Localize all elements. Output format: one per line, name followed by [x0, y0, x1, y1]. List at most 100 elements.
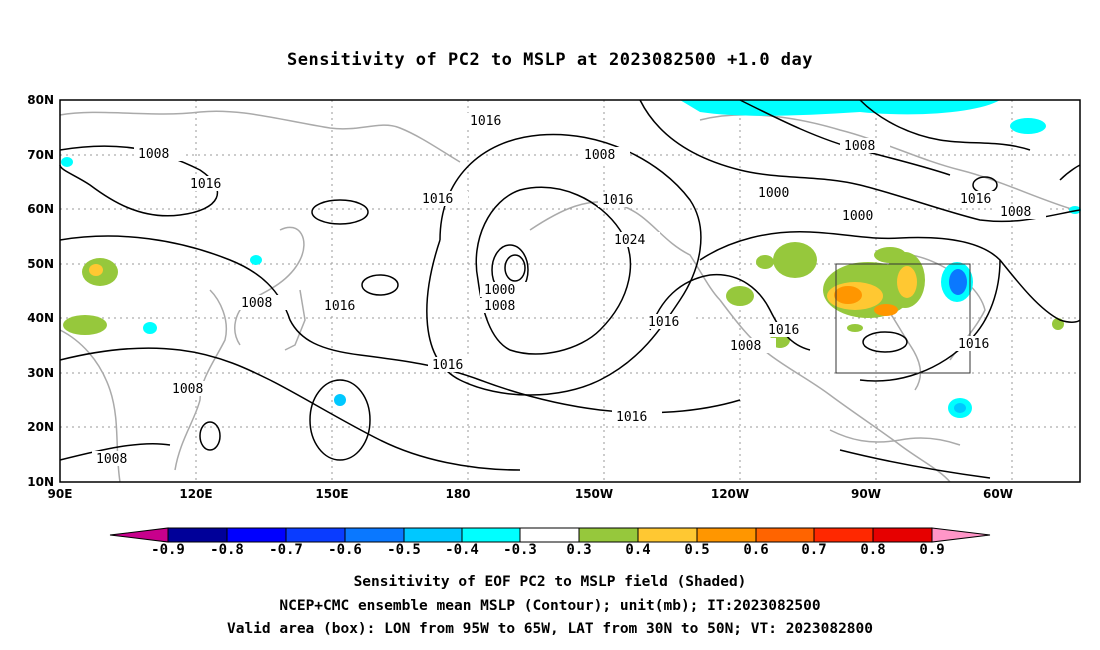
colorbar-swatch [519, 527, 580, 543]
colorbar-end-high [931, 527, 991, 543]
colorbar-swatch [344, 527, 405, 543]
svg-text:1016: 1016 [958, 337, 989, 352]
plot-title: Sensitivity of PC2 to MSLP at 2023082500… [286, 50, 813, 70]
colorbar-label: 0.9 [919, 542, 945, 558]
svg-text:1024: 1024 [614, 233, 645, 248]
contour-label-12: 1016 [428, 357, 478, 373]
lat-label: 80N [27, 93, 54, 107]
svg-text:1008: 1008 [730, 339, 761, 354]
lon-label: 90E [47, 487, 73, 501]
lon-label: 150W [574, 487, 614, 501]
lat-label: 30N [27, 366, 54, 380]
contour-label-1: 1016 [466, 113, 516, 129]
svg-text:1016: 1016 [470, 114, 501, 129]
colorbar-label: -0.9 [151, 542, 185, 558]
colorbar-swatch [285, 527, 346, 543]
lat-label: 10N [27, 475, 54, 489]
colorbar-swatch [578, 527, 639, 543]
caption-line-3: Valid area (box): LON from 95W to 65W, L… [226, 621, 873, 637]
svg-text:1016: 1016 [960, 192, 991, 207]
lon-label: 60W [983, 487, 1013, 501]
colorbar-label: 0.4 [625, 542, 651, 558]
caption-line-1: Sensitivity of EOF PC2 to MSLP field (Sh… [353, 574, 747, 590]
svg-text:1008: 1008 [172, 382, 203, 397]
contour-label-14: 1016 [612, 409, 662, 425]
contour-label-9: 1024 [610, 232, 660, 248]
contour-label-6: 1008 [237, 295, 287, 311]
caption-line-2: NCEP+CMC ensemble mean MSLP (Contour); u… [279, 598, 821, 614]
colorbar-swatch [461, 527, 521, 543]
svg-text:1008: 1008 [484, 299, 515, 314]
svg-text:1016: 1016 [616, 410, 647, 425]
colorbar-label: -0.6 [328, 542, 362, 558]
lon-label: 150E [315, 487, 349, 501]
contour-label-21: 1008 [840, 138, 890, 154]
map-frame [59, 99, 1081, 483]
svg-text:1008: 1008 [96, 452, 127, 467]
colorbar-end-low [109, 527, 169, 543]
svg-text:1016: 1016 [602, 193, 633, 208]
contour-label-16: 1016 [644, 314, 694, 330]
lat-label: 40N [27, 311, 54, 325]
contour-label-23: 1008 [996, 204, 1046, 220]
colorbar-label: -0.4 [445, 542, 479, 558]
contour-label-24: 1016 [954, 336, 1004, 352]
contour-label-15: 1008 [92, 451, 142, 467]
colorbar-label: 0.5 [684, 542, 710, 558]
mslp-contours [59, 99, 1081, 479]
colorbar-label: 0.6 [743, 542, 769, 558]
colorbar-label: 0.7 [801, 542, 827, 558]
svg-text:1008: 1008 [1000, 205, 1031, 220]
svg-text:1008: 1008 [844, 139, 875, 154]
colorbar [109, 527, 991, 543]
lon-label: 180 [445, 487, 471, 501]
colorbar-swatch [755, 527, 815, 543]
contour-label-17: 1008 [726, 338, 776, 354]
colorbar-swatch [403, 527, 463, 543]
contour-label-8: 1016 [598, 192, 648, 208]
colorbar-label: -0.3 [503, 542, 537, 558]
colorbar-label: 0.3 [566, 542, 592, 558]
svg-text:1000: 1000 [842, 209, 873, 224]
contour-label-2: 1008 [134, 146, 184, 162]
sensitivity-shading [61, 100, 1081, 418]
contour-label-5: 1016 [418, 191, 468, 207]
svg-text:1016: 1016 [768, 323, 799, 338]
contour-label-11: 1016 [320, 298, 370, 314]
svg-text:1016: 1016 [422, 192, 453, 207]
svg-text:1000: 1000 [758, 186, 789, 201]
contour-label-7: 1000 [480, 282, 530, 298]
lon-label: 120W [710, 487, 750, 501]
lon-label: 120E [179, 487, 213, 501]
colorbar-swatch [226, 527, 287, 543]
colorbar-swatch [167, 527, 228, 543]
contour-label-20: 1000 [838, 208, 888, 224]
colorbar-swatch [696, 527, 757, 543]
contour-labels: 1016 1008 1016 1008 1016 1008 1000 1016 … [92, 113, 1046, 467]
contour-label-19: 1000 [754, 185, 804, 201]
svg-text:1008: 1008 [241, 296, 272, 311]
colorbar-label: -0.7 [269, 542, 303, 558]
svg-text:1008: 1008 [584, 148, 615, 163]
map-area [60, 100, 1080, 482]
contour-label-4: 1008 [580, 147, 630, 163]
lat-label: 60N [27, 202, 54, 216]
colorbar-label: -0.5 [387, 542, 421, 558]
svg-text:1016: 1016 [648, 315, 679, 330]
colorbar-label: 0.8 [860, 542, 886, 558]
svg-text:1016: 1016 [324, 299, 355, 314]
colorbar-swatch [872, 527, 933, 543]
contour-label-13: 1008 [168, 381, 218, 397]
colorbar-swatch [637, 527, 698, 543]
contour-label-22: 1016 [956, 191, 1006, 207]
svg-text:1016: 1016 [190, 177, 221, 192]
lat-label: 50N [27, 257, 54, 271]
lat-label: 70N [27, 148, 54, 162]
colorbar-swatch [813, 527, 874, 543]
contour-label-10: 1008 [480, 298, 530, 314]
valid-area-box [835, 263, 971, 374]
contour-label-18: 1016 [764, 322, 814, 338]
contour-label-3: 1016 [186, 176, 236, 192]
colorbar-label: -0.8 [210, 542, 244, 558]
